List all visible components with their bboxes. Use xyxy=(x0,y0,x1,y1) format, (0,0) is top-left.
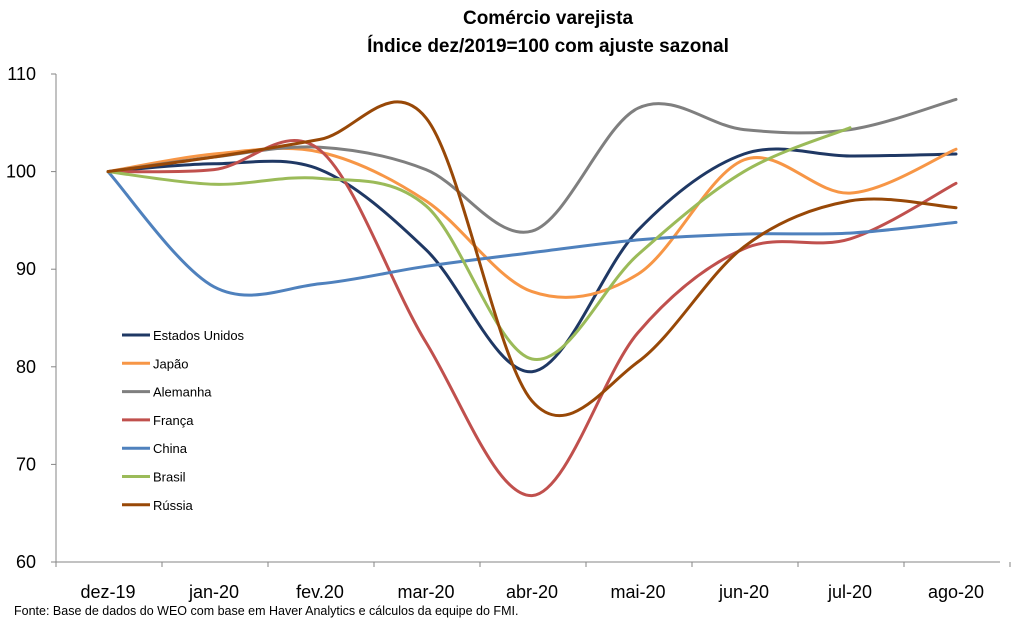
x-tick-label: mai-20 xyxy=(610,582,665,602)
chart-title: Comércio varejista xyxy=(463,8,633,29)
x-tick-label: ago-20 xyxy=(928,582,984,602)
legend-label: Japão xyxy=(153,356,188,371)
series-line-alemanha xyxy=(106,97,958,234)
series-line-estados-unidos xyxy=(106,147,958,374)
y-axis: 60 70 80 90 100 110 xyxy=(6,64,57,572)
legend-label: Alemanha xyxy=(153,385,212,400)
y-tick-label: 100 xyxy=(6,162,36,182)
x-tick-label: jul-20 xyxy=(827,582,872,602)
x-tick-label: jan-20 xyxy=(188,582,239,602)
x-tick-label: jun-20 xyxy=(718,582,769,602)
legend-label: França xyxy=(153,413,194,428)
y-tick-label: 80 xyxy=(16,357,36,377)
x-tick-label: fev.20 xyxy=(296,582,344,602)
series-line-franca xyxy=(106,139,958,498)
source-note: Fonte: Base de dados do WEO com base em … xyxy=(14,604,519,618)
series-layer xyxy=(106,97,958,498)
y-tick-label: 70 xyxy=(16,454,36,474)
series-line-brasil xyxy=(106,126,852,361)
series-line-russia xyxy=(106,100,958,418)
chart-subtitle: Índice dez/2019=100 com ajuste sazonal xyxy=(367,35,729,57)
y-tick-label: 110 xyxy=(7,64,36,84)
x-tick-label: mar-20 xyxy=(397,582,454,602)
x-axis: dez-19 jan-20 fev.20 mar-20 abr-20 mai-20 jun-… xyxy=(55,561,1011,602)
legend-label: Estados Unidos xyxy=(153,328,245,343)
series-line-japao xyxy=(106,146,958,299)
x-tick-label: dez-19 xyxy=(80,582,135,602)
series-line-china xyxy=(106,170,958,297)
legend-label: Rússia xyxy=(153,498,194,513)
legend-label: China xyxy=(153,441,188,456)
y-tick-label: 90 xyxy=(16,259,36,279)
legend: Estados Unidos Japão Alemanha França China Br… xyxy=(122,328,245,513)
x-tick-label: abr-20 xyxy=(506,582,558,602)
y-tick-label: 60 xyxy=(16,552,36,572)
legend-label: Brasil xyxy=(153,470,186,485)
